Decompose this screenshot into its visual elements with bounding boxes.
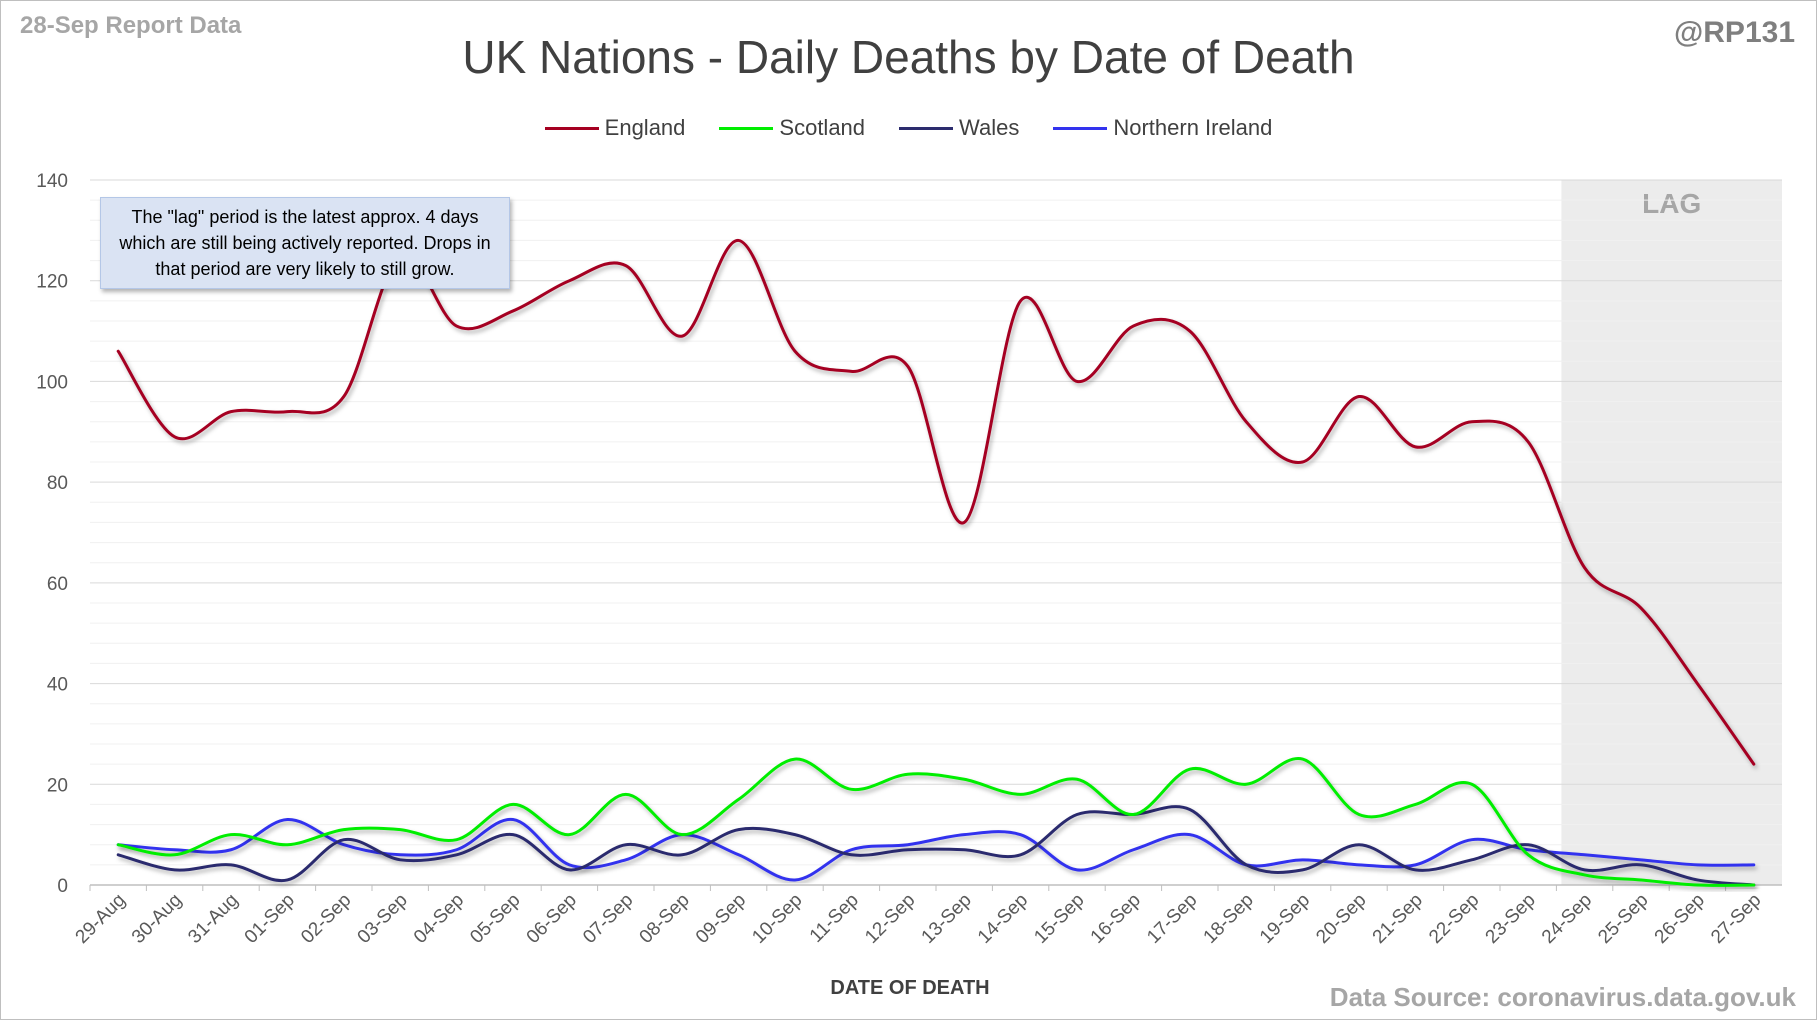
x-tick-label: 16-Sep (1087, 890, 1145, 948)
y-tick-label: 80 (47, 473, 68, 494)
x-axis-title: DATE OF DEATH (830, 977, 989, 999)
y-tick-label: 100 (36, 372, 68, 393)
x-tick-label: 03-Sep (354, 890, 412, 948)
legend-label-wales: Wales (959, 115, 1020, 140)
gridlines (90, 179, 1782, 866)
x-tick-label: 25-Sep (1594, 890, 1652, 948)
lag-shade (1561, 180, 1782, 885)
x-tick-label: 29-Aug (72, 890, 130, 948)
chart-title: UK Nations - Daily Deaths by Date of Dea… (462, 31, 1355, 83)
x-tick-label: 30-Aug (128, 890, 186, 948)
x-tick-label: 12-Sep (861, 890, 919, 948)
x-tick-label: 17-Sep (1143, 890, 1201, 948)
x-tick-label: 02-Sep (297, 890, 355, 948)
x-tick-label: 05-Sep (466, 890, 524, 948)
x-tick-label: 15-Sep (1030, 890, 1088, 948)
x-tick-label: 27-Sep (1707, 890, 1765, 948)
x-tick-label: 20-Sep (1312, 890, 1370, 948)
x-tick-label: 09-Sep (692, 890, 750, 948)
data-source-label: Data Source: coronavirus.data.gov.uk (1329, 982, 1796, 1012)
y-tick-label: 20 (47, 775, 68, 796)
x-tick-label: 13-Sep (918, 890, 976, 948)
lag-annotation-box: The "lag" period is the latest approx. 4… (100, 197, 510, 289)
x-tick-label: 11-Sep (806, 890, 863, 947)
x-tick-label: 06-Sep (523, 890, 581, 948)
x-tick-label: 19-Sep (1256, 890, 1314, 948)
legend-swatch-northern-ireland (1053, 126, 1108, 130)
x-tick-label: 14-Sep (974, 890, 1032, 948)
legend: England Scotland Wales Northern Ireland (0, 115, 1817, 141)
legend-item-scotland: Scotland (719, 115, 865, 141)
x-tick-label: 22-Sep (1425, 890, 1483, 948)
x-tick-label: 23-Sep (1482, 890, 1540, 948)
y-tick-label: 120 (36, 272, 68, 293)
legend-item-wales: Wales (899, 115, 1019, 141)
series-line-wales (116, 805, 1756, 887)
legend-label-northern-ireland: Northern Ireland (1113, 115, 1273, 140)
y-tick-label: 0 (57, 876, 68, 897)
x-tick-label: 04-Sep (410, 890, 468, 948)
legend-swatch-england (544, 126, 599, 130)
x-tick-label: 24-Sep (1538, 890, 1596, 948)
legend-swatch-scotland (719, 126, 774, 130)
x-tick-label: 08-Sep (636, 890, 694, 948)
author-handle: @RP131 (1674, 16, 1795, 49)
legend-swatch-wales (899, 126, 954, 130)
legend-item-england: England (544, 115, 686, 141)
x-tick-label: 18-Sep (1200, 890, 1258, 948)
x-tick-label: 10-Sep (748, 890, 806, 948)
legend-label-england: England (604, 115, 686, 140)
x-tick-label: 07-Sep (579, 890, 637, 948)
legend-item-northern-ireland: Northern Ireland (1053, 115, 1272, 141)
series-line-northern-ireland (116, 818, 1756, 882)
y-tick-label: 60 (47, 574, 68, 595)
x-tick-label: 01-Sep (241, 890, 299, 948)
report-date-label: 28-Sep Report Data (20, 12, 242, 39)
x-tick-label: 21-Sep (1369, 890, 1427, 948)
series-line-scotland (116, 757, 1756, 887)
x-tick-label: 26-Sep (1651, 890, 1709, 948)
y-tick-label: 40 (47, 675, 68, 696)
x-tick-label: 31-Aug (184, 890, 242, 948)
y-tick-label: 140 (36, 171, 68, 192)
lag-region: LAG (1561, 180, 1782, 885)
legend-label-scotland: Scotland (779, 115, 866, 140)
lag-label: LAG (1642, 188, 1701, 219)
